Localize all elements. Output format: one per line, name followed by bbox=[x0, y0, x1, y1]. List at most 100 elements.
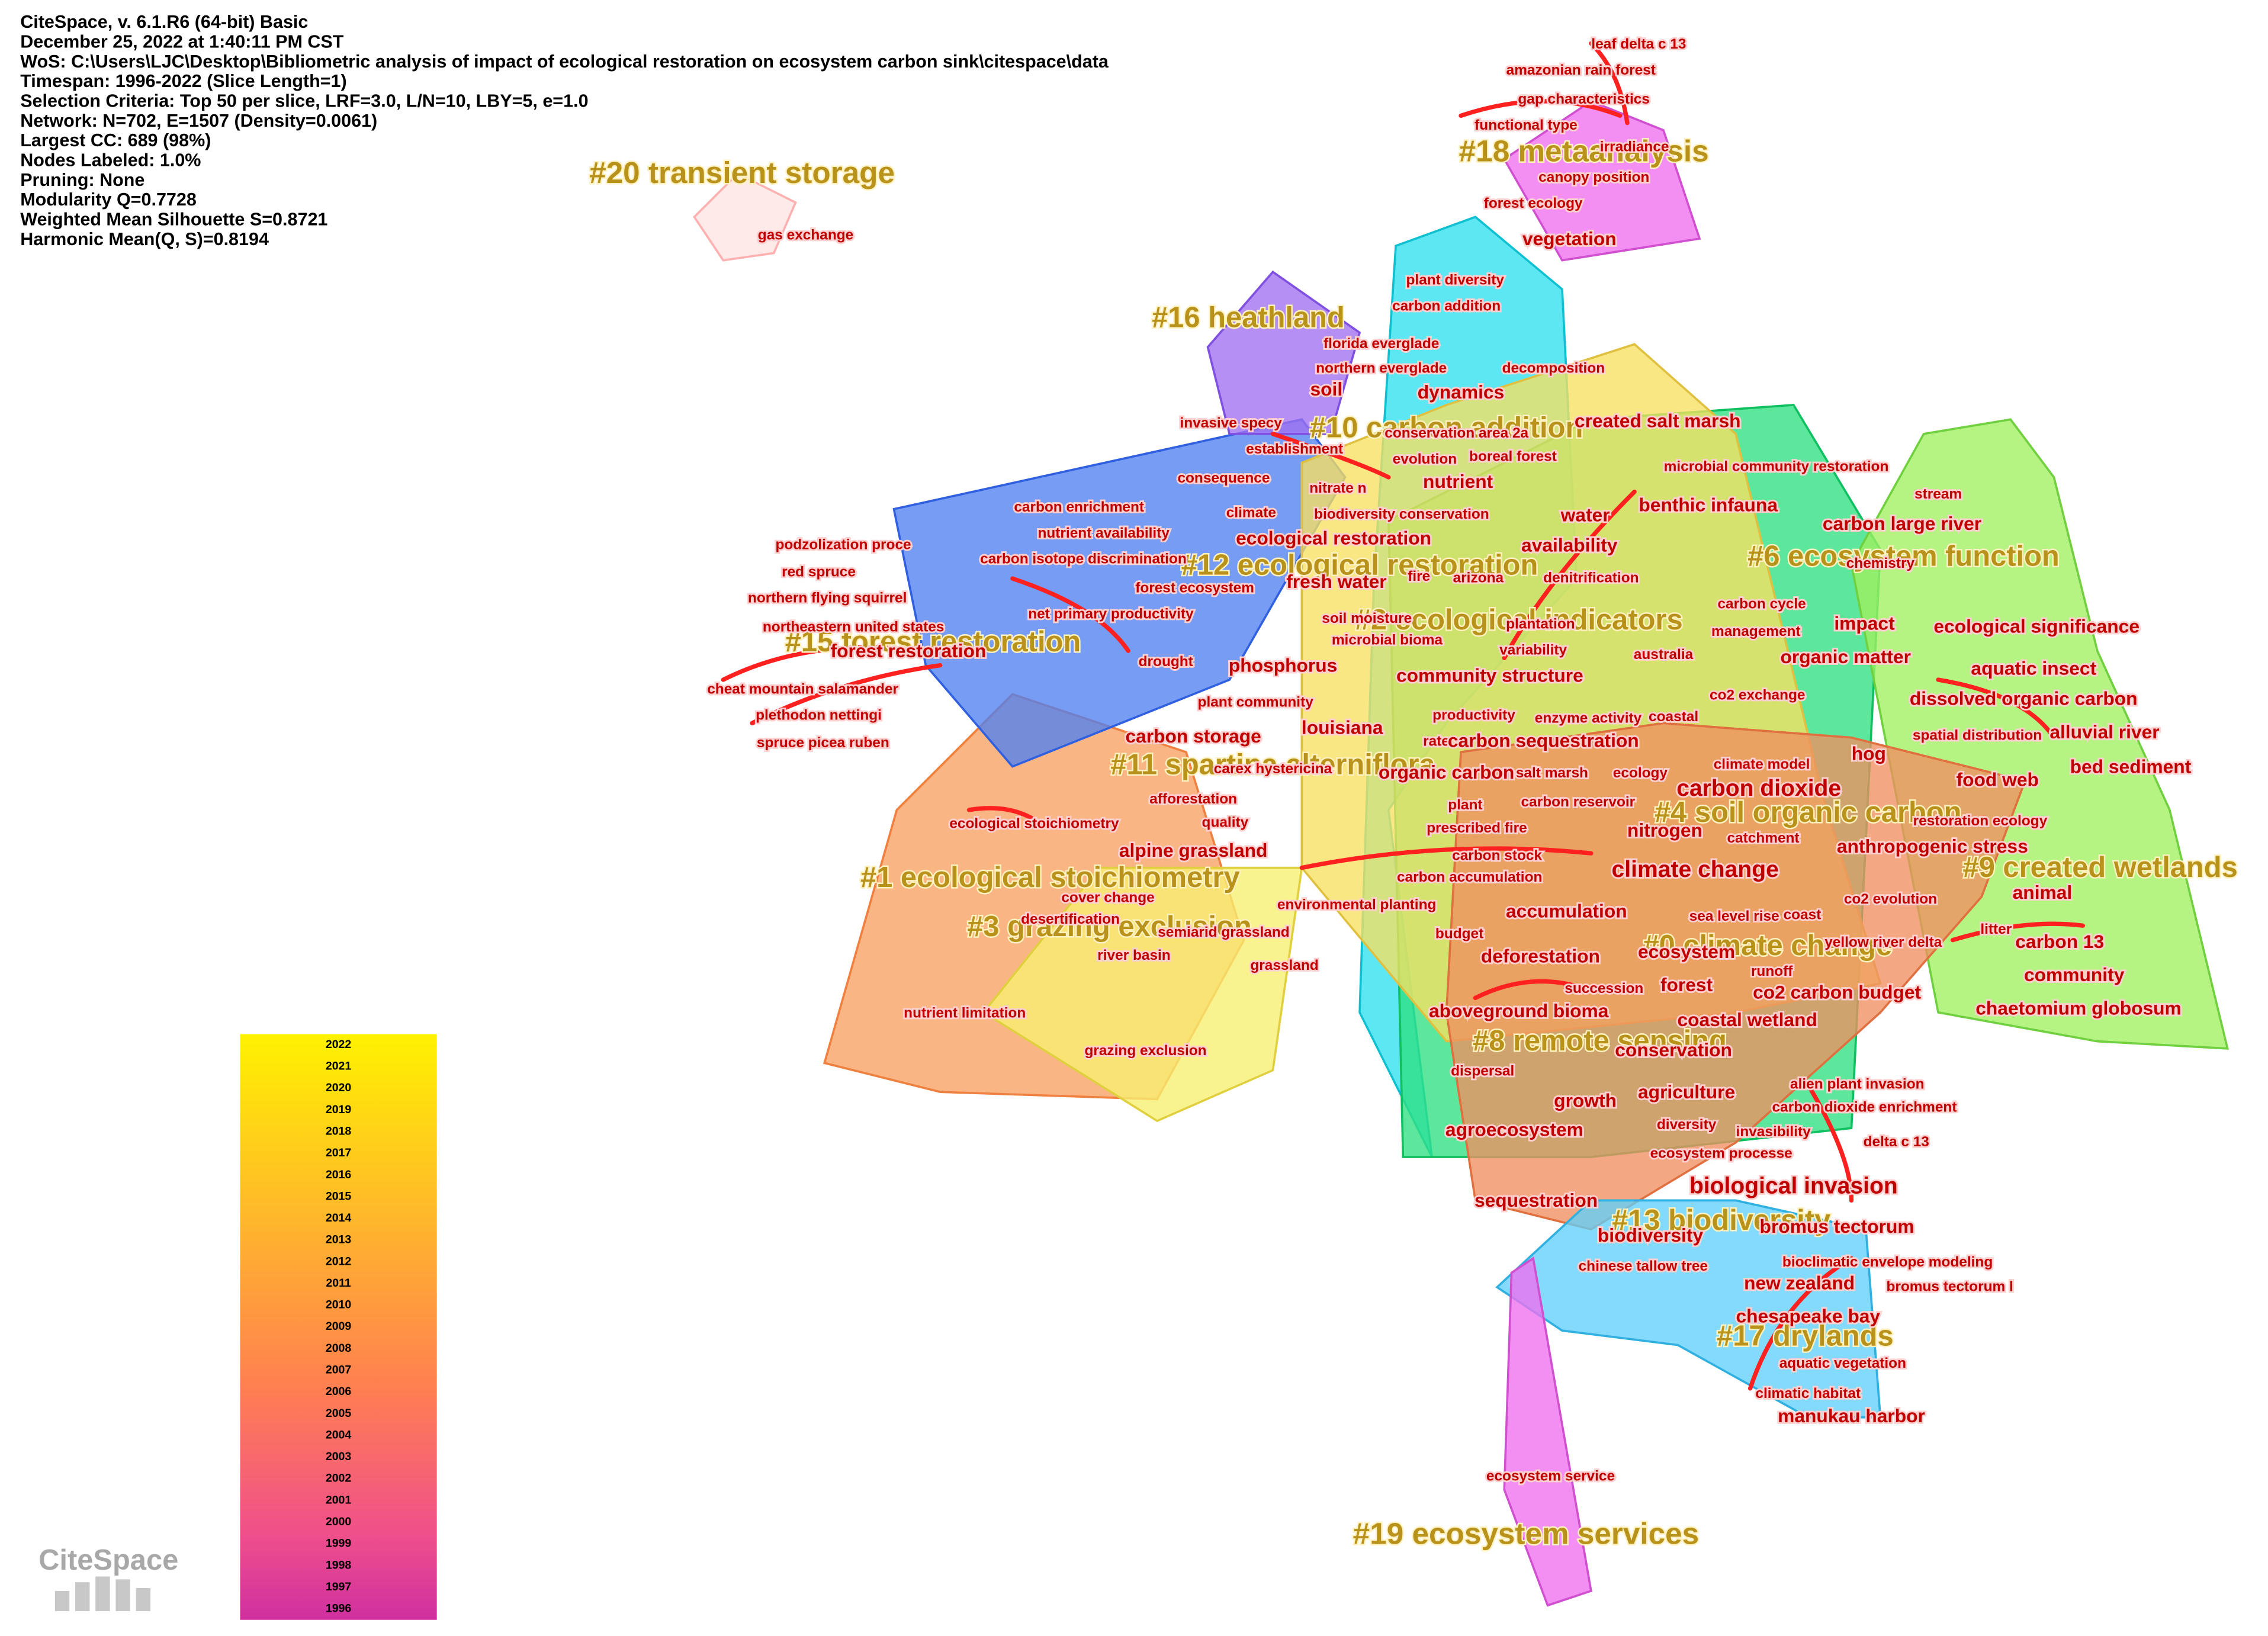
keyword-label: evolution bbox=[1393, 451, 1457, 467]
header-line: Largest CC: 689 (98%) bbox=[20, 130, 211, 150]
keyword-label: aquatic vegetation bbox=[1779, 1355, 1906, 1371]
keyword-label: community structure bbox=[1396, 665, 1583, 686]
burst-link bbox=[1747, 1256, 1854, 1391]
keyword-label: florida everglade bbox=[1323, 336, 1439, 352]
keyword-label: conservation bbox=[1615, 1039, 1732, 1060]
keyword-label: agriculture bbox=[1638, 1081, 1735, 1103]
burst-link bbox=[1473, 979, 1594, 1001]
hull bbox=[1502, 99, 1701, 262]
keyword-label: forest bbox=[1660, 974, 1713, 995]
keyword-label: climate bbox=[1226, 505, 1276, 521]
header-line: WoS: C:\Users\LJC\Desktop\Bibliometric a… bbox=[20, 52, 1109, 72]
keyword-label: soil bbox=[1310, 378, 1343, 400]
header-line: Harmonic Mean(Q, S)=0.8194 bbox=[20, 229, 269, 249]
keyword-label: quality bbox=[1202, 814, 1249, 830]
citespace-logo-bars bbox=[54, 1576, 151, 1612]
keyword-label: establishment bbox=[1246, 441, 1343, 457]
keyword-label: carbon storage bbox=[1125, 725, 1261, 747]
legend-year: 1999 bbox=[326, 1537, 352, 1550]
keyword-label: gap characteristics bbox=[1518, 91, 1649, 107]
keyword-label: semiarid grassland bbox=[1158, 924, 1289, 940]
keyword-label: salt marsh bbox=[1516, 765, 1588, 781]
keyword-label: consequence bbox=[1177, 470, 1270, 486]
keyword-label: spruce picea ruben bbox=[757, 735, 889, 751]
keyword-label: carbon cycle bbox=[1717, 596, 1806, 612]
burst-link bbox=[1806, 1082, 1854, 1203]
keyword-label: aboveground bioma bbox=[1429, 1000, 1609, 1021]
cluster-label: #1 ecological stoichiometry bbox=[860, 862, 1240, 893]
keyword-label: chemistry bbox=[1846, 555, 1915, 571]
keyword-label: leaf delta c 13 bbox=[1591, 36, 1686, 52]
keyword-label: dispersal bbox=[1451, 1063, 1514, 1079]
legend-year: 2020 bbox=[326, 1081, 352, 1094]
keyword-label: management bbox=[1711, 623, 1801, 639]
keyword-label: alien plant invasion bbox=[1790, 1076, 1925, 1092]
keyword-label: nutrient bbox=[1423, 471, 1493, 492]
keyword-label: animal bbox=[2013, 882, 2073, 903]
legend-year: 2002 bbox=[326, 1472, 352, 1485]
keyword-label: biodiversity conservation bbox=[1314, 506, 1489, 522]
cluster-label: #17 drylands bbox=[1717, 1320, 1894, 1352]
keyword-label: chaetomium globosum bbox=[1975, 997, 2182, 1018]
keyword-label: stream bbox=[1914, 486, 1962, 502]
hull bbox=[892, 418, 1347, 768]
burst-link bbox=[721, 645, 928, 682]
legend-year: 2017 bbox=[326, 1146, 351, 1159]
keyword-label: plantation bbox=[1506, 616, 1575, 632]
legend-year: 2007 bbox=[326, 1364, 351, 1377]
keyword-label: community bbox=[2024, 964, 2125, 985]
legend-year: 2000 bbox=[326, 1515, 352, 1528]
hull bbox=[1206, 270, 1361, 435]
logo-text: CiteSpace bbox=[38, 1544, 178, 1576]
keyword-label: co2 evolution bbox=[1844, 891, 1937, 907]
keyword-label: sea level rise bbox=[1689, 908, 1779, 924]
legend-year: 2015 bbox=[326, 1190, 352, 1203]
keyword-label: climatic habitat bbox=[1755, 1386, 1861, 1402]
cluster-label: #15 forest restoration bbox=[785, 626, 1081, 658]
keyword-label: ecological significance bbox=[1933, 615, 2139, 637]
keyword-label: ecosystem processe bbox=[1650, 1146, 1792, 1162]
legend-year: 1998 bbox=[326, 1558, 352, 1571]
keyword-label: carbon accumulation bbox=[1397, 869, 1542, 885]
hull bbox=[1495, 1199, 1882, 1419]
logo-bar bbox=[115, 1579, 130, 1612]
keyword-label: carbon 13 bbox=[2015, 931, 2104, 952]
keyword-label: growth bbox=[1554, 1090, 1617, 1111]
legend-year: 2009 bbox=[326, 1320, 352, 1333]
keyword-label: podzolization proce bbox=[775, 536, 911, 552]
cluster-label: #12 ecological restoration bbox=[1181, 549, 1538, 581]
legend-year: 2010 bbox=[326, 1298, 352, 1312]
keyword-label: phosphorus bbox=[1229, 654, 1337, 676]
keyword-label: catchment bbox=[1727, 830, 1799, 846]
hull bbox=[693, 172, 797, 262]
keyword-label: ecological restoration bbox=[1236, 527, 1431, 548]
legend-year: 2019 bbox=[326, 1103, 352, 1116]
legend-year: 2012 bbox=[326, 1255, 352, 1268]
cluster-label: #2 ecological indicators bbox=[1355, 604, 1683, 636]
keyword-label: sequestration bbox=[1474, 1190, 1598, 1211]
keyword-label: coastal wetland bbox=[1677, 1009, 1817, 1030]
keyword-label: fire bbox=[1408, 568, 1430, 584]
legend-year: 2003 bbox=[326, 1450, 352, 1463]
burst-link bbox=[1010, 576, 1130, 653]
keyword-label: water bbox=[1560, 504, 1610, 525]
keyword-label: new zealand bbox=[1744, 1272, 1855, 1293]
burst-link bbox=[1299, 846, 1594, 870]
header-line: December 25, 2022 at 1:40:11 PM CST bbox=[20, 31, 344, 52]
keyword-label: climate change bbox=[1612, 857, 1779, 882]
logo-bar bbox=[95, 1576, 110, 1612]
keyword-label: chinese tallow tree bbox=[1579, 1258, 1708, 1274]
legend-year: 2004 bbox=[326, 1428, 352, 1441]
keyword-label: grazing exclusion bbox=[1084, 1043, 1206, 1059]
burst-link bbox=[750, 663, 943, 725]
keyword-label: alluvial river bbox=[2049, 721, 2159, 743]
legend-year: 2022 bbox=[326, 1038, 352, 1051]
keyword-label: plant community bbox=[1198, 695, 1314, 711]
keyword-label: amazonian rain forest bbox=[1506, 62, 1656, 78]
keyword-label: carbon dioxide bbox=[1676, 776, 1841, 801]
keyword-label: northeastern united states bbox=[763, 619, 945, 635]
logo-bar bbox=[136, 1587, 151, 1612]
legend-year: 2005 bbox=[326, 1407, 352, 1420]
cluster-label: #8 remote sensing bbox=[1473, 1025, 1727, 1057]
